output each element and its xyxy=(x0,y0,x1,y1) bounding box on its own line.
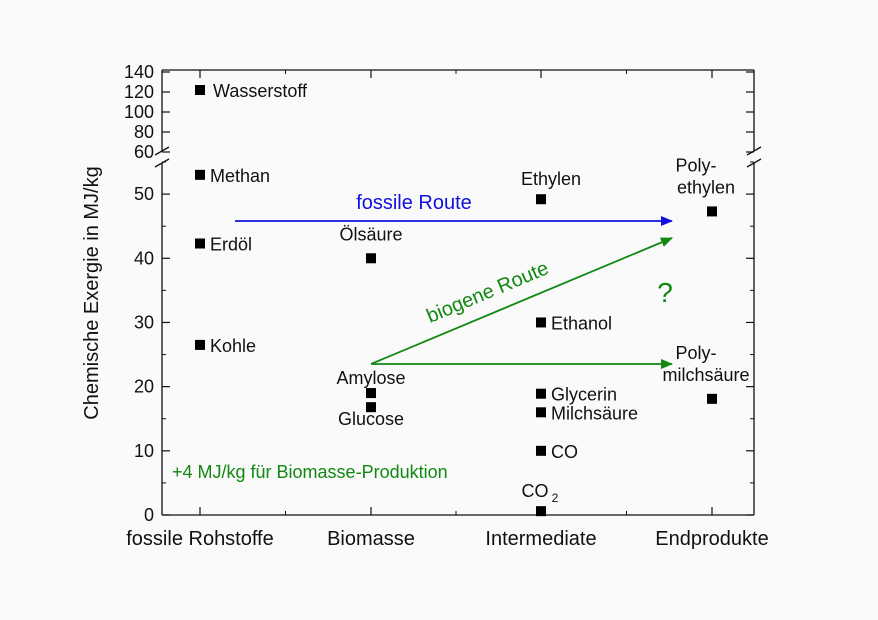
point-label: Wasserstoff xyxy=(213,81,308,101)
y-tick-label-upper: 120 xyxy=(124,82,154,102)
y-tick-label: 0 xyxy=(144,505,154,525)
fossil-route-label: fossile Route xyxy=(356,192,472,214)
data-point xyxy=(536,445,546,456)
point-label: Ethanol xyxy=(551,313,612,333)
y-tick-label: 40 xyxy=(134,248,154,268)
y-tick-label: 30 xyxy=(134,312,154,332)
y-axis-title: Chemische Exergie in MJ/kg xyxy=(81,166,103,419)
biogenic-route-label: biogene Route xyxy=(423,257,552,328)
y-tick-label-upper: 60 xyxy=(134,142,154,162)
x-tick-label: fossile Rohstoffe xyxy=(126,528,274,550)
y-tick-label: 10 xyxy=(134,441,154,461)
biomass-production-note: +4 MJ/kg für Biomasse-Produktion xyxy=(172,462,448,482)
data-point xyxy=(536,388,546,399)
y-tick-label: 50 xyxy=(134,184,154,204)
data-point xyxy=(195,238,205,249)
data-point xyxy=(366,253,376,264)
point-label: Kohle xyxy=(210,336,256,356)
point-label: Milchsäure xyxy=(551,403,638,423)
point-label: Ethylen xyxy=(521,169,581,189)
point-label: Poly- xyxy=(675,343,716,363)
x-tick-label: Biomasse xyxy=(327,528,415,550)
data-point xyxy=(366,388,376,399)
point-label: Ölsäure xyxy=(339,224,402,244)
y-tick-label-upper: 100 xyxy=(124,102,154,122)
point-label: Poly- xyxy=(675,155,716,175)
point-label: CO xyxy=(522,481,549,501)
point-label: Methan xyxy=(210,166,270,186)
point-label: Glucose xyxy=(338,409,404,429)
axis-break-left-2 xyxy=(154,158,170,168)
data-point xyxy=(195,169,205,180)
data-point xyxy=(536,194,546,205)
biogenic-route-arrow-polyethylen xyxy=(370,237,673,365)
y-tick-label-upper: 80 xyxy=(134,122,154,142)
data-point xyxy=(707,393,717,404)
axis-break-right-1 xyxy=(746,146,762,156)
point-label: Amylose xyxy=(336,368,405,388)
point-label: CO xyxy=(551,442,578,462)
x-tick-label: Endprodukte xyxy=(655,528,768,550)
data-point xyxy=(195,85,205,95)
data-point xyxy=(536,506,546,517)
axis-break-right-2 xyxy=(746,158,762,168)
point-label-line2: ethylen xyxy=(677,177,735,197)
data-point xyxy=(366,402,376,413)
point-label: Glycerin xyxy=(551,385,617,405)
data-point xyxy=(195,339,205,350)
y-tick-label: 20 xyxy=(134,377,154,397)
point-label: Erdöl xyxy=(210,235,252,255)
data-point xyxy=(536,317,546,328)
y-tick-label-upper: 140 xyxy=(124,62,154,82)
x-tick-label: Intermediate xyxy=(485,528,596,550)
axis-break-left-1 xyxy=(154,146,170,156)
data-point xyxy=(707,206,717,217)
question-mark: ? xyxy=(657,277,673,308)
data-point xyxy=(536,407,546,418)
point-label-line2: milchsäure xyxy=(662,365,749,385)
point-label-subscript: 2 xyxy=(552,491,559,505)
